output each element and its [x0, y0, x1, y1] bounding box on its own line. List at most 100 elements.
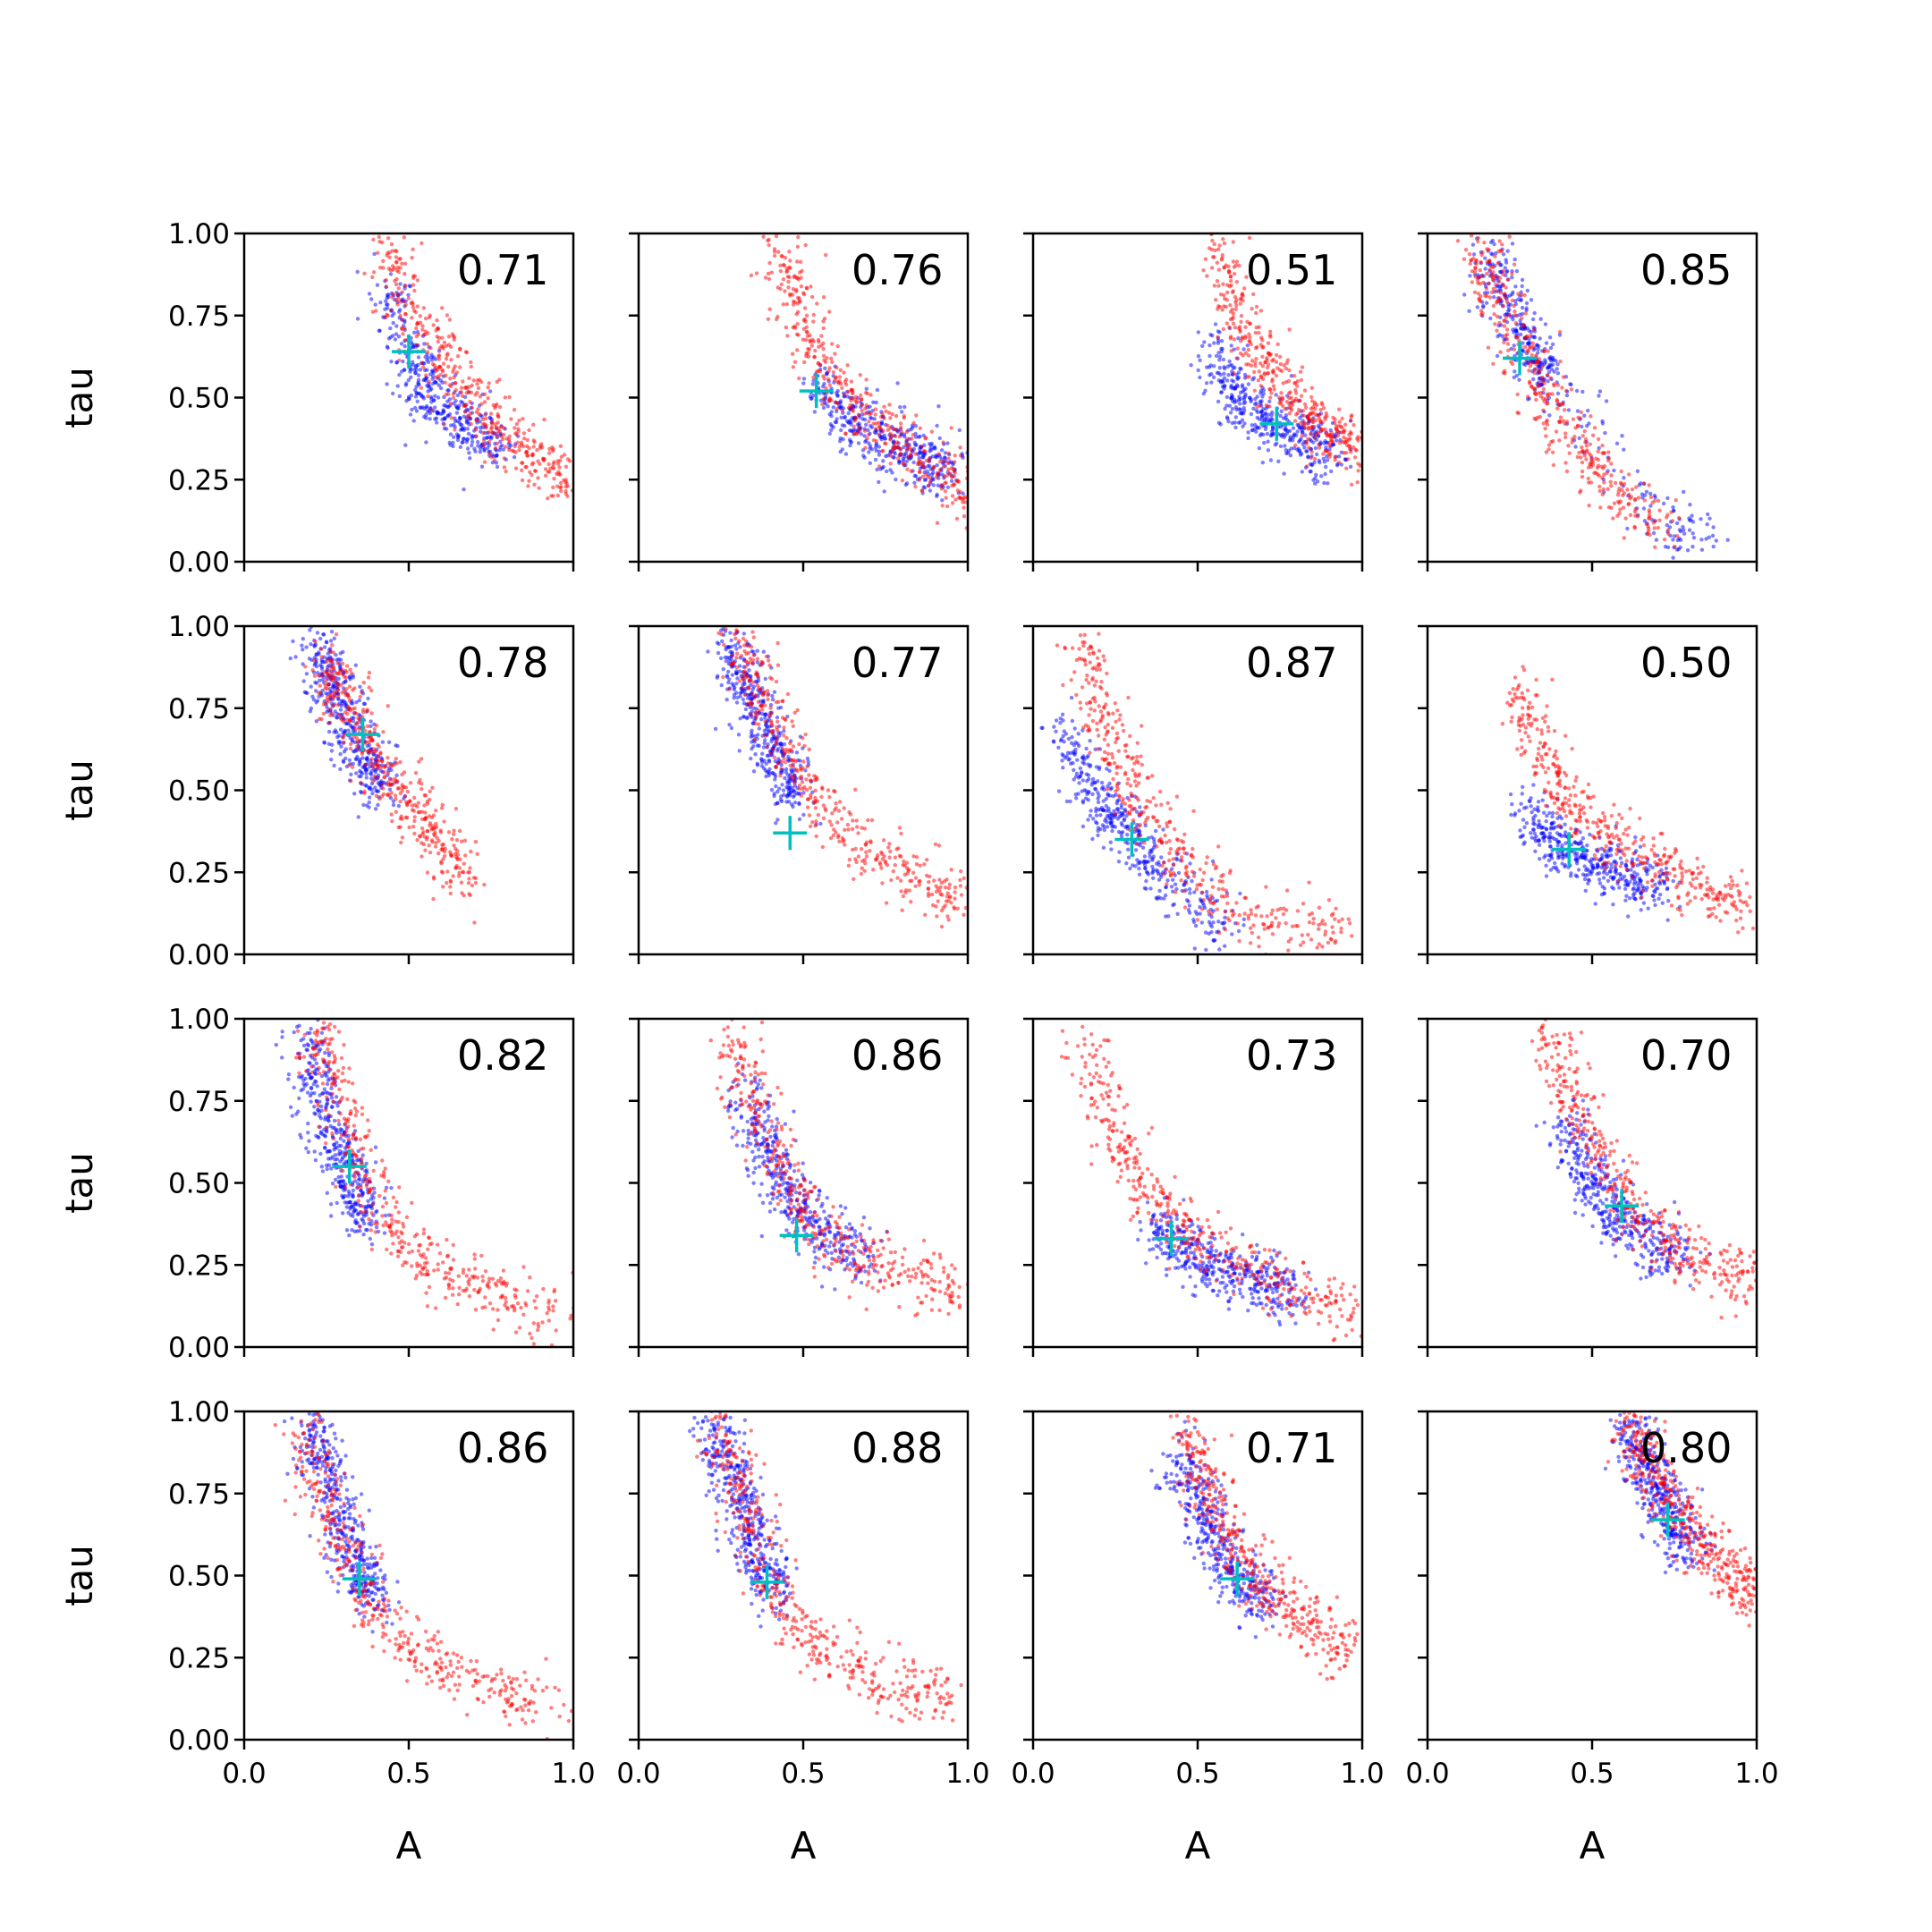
scatter-point: [1467, 309, 1471, 313]
scatter-point: [436, 354, 441, 359]
scatter-point: [1504, 295, 1508, 300]
scatter-point: [1612, 468, 1616, 473]
scatter-point: [1487, 281, 1491, 286]
scatter-point: [1284, 366, 1289, 371]
scatter-point: [811, 378, 816, 383]
scatter-point: [1254, 310, 1258, 316]
scatter-point: [1276, 459, 1281, 463]
scatter-point: [394, 797, 398, 801]
scatter-point: [1520, 284, 1524, 289]
scatter-point: [1595, 465, 1600, 470]
scatter-point: [1622, 491, 1627, 496]
scatter-point: [1501, 268, 1505, 274]
scatter-point: [1275, 366, 1280, 370]
scatter-point: [288, 656, 292, 661]
scatter-point: [801, 786, 805, 792]
scatter-point: [381, 266, 386, 270]
scatter-point: [913, 435, 919, 439]
scatter-point: [737, 679, 742, 683]
scatter-point: [1233, 294, 1238, 300]
scatter-point: [449, 853, 453, 858]
scatter-point: [458, 365, 462, 369]
scatter-point: [336, 676, 341, 682]
scatter-point: [763, 733, 768, 739]
scatter-point: [301, 679, 306, 683]
scatter-point: [453, 387, 458, 393]
scatter-point: [301, 648, 305, 652]
scatter-point: [1189, 363, 1193, 368]
scatter-point: [826, 788, 831, 792]
scatter-point: [823, 366, 827, 370]
scatter-point: [743, 617, 747, 621]
scatter-point: [415, 399, 419, 403]
scatter-point: [770, 697, 775, 702]
scatter-point: [484, 426, 488, 430]
scatter-point: [402, 271, 407, 276]
scatter-point: [785, 334, 790, 338]
scatter-point: [1240, 418, 1245, 422]
scatter-point: [843, 452, 849, 456]
scatter-point: [342, 674, 347, 679]
scatter-point: [848, 443, 852, 448]
scatter-point: [1274, 352, 1279, 358]
scatter-point: [721, 666, 725, 672]
scatter-point: [750, 687, 755, 691]
scatter-point: [1586, 476, 1591, 481]
scatter-point: [794, 750, 800, 755]
scatter-point: [1587, 504, 1591, 508]
scatter-point: [1525, 288, 1530, 293]
scatter-point: [882, 489, 886, 494]
scatter-point: [1584, 444, 1589, 448]
scatter-point: [791, 365, 795, 369]
scatter-point: [411, 362, 416, 367]
scatter-point: [785, 773, 791, 777]
scatter-point: [326, 729, 332, 734]
scatter-point: [350, 739, 355, 743]
scatter-point: [760, 751, 765, 756]
scatter-point: [450, 837, 454, 842]
scatter-point: [792, 777, 796, 782]
scatter-point: [802, 306, 808, 310]
scatter-point: [1347, 432, 1352, 437]
scatter-point: [1281, 416, 1286, 420]
scatter-point: [375, 283, 380, 287]
scatter-point: [419, 386, 424, 390]
scatter-point: [517, 448, 521, 453]
scatter-point: [1504, 315, 1509, 319]
scatter-point: [434, 365, 438, 370]
scatter-point: [440, 870, 445, 875]
scatter-point: [399, 369, 404, 374]
scatter-point: [326, 673, 330, 678]
scatter-point: [856, 412, 861, 417]
scatter-point: [1497, 320, 1502, 326]
scatter-point: [890, 449, 894, 454]
scatter-point: [365, 708, 370, 714]
scatter-point: [419, 393, 424, 397]
scatter-point: [851, 408, 855, 412]
scatter-point: [784, 767, 789, 772]
scatter-point: [1336, 424, 1342, 428]
scatter-point: [1247, 375, 1251, 379]
scatter-point: [1691, 580, 1695, 584]
scatter-point: [1220, 308, 1224, 312]
scatter-point: [1340, 426, 1344, 430]
scatter-point: [749, 703, 754, 708]
scatter-point: [445, 388, 450, 393]
scatter-point: [783, 255, 788, 260]
scatter-point: [1272, 387, 1276, 392]
scatter-point: [1299, 377, 1304, 383]
scatter-point: [866, 818, 870, 823]
scatter-point: [918, 426, 923, 430]
scatter-point: [495, 464, 500, 470]
scatter-point: [1666, 531, 1671, 537]
scatter-point: [325, 640, 329, 645]
scatter-point: [823, 806, 827, 811]
scatter-point: [1547, 413, 1552, 418]
scatter-point: [829, 356, 834, 360]
scatter-point: [895, 381, 900, 386]
scatter-point: [325, 686, 329, 691]
scatter-point: [374, 723, 379, 728]
scatter-point: [767, 713, 772, 718]
scatter-point: [902, 445, 906, 450]
scatter-point: [482, 392, 487, 396]
